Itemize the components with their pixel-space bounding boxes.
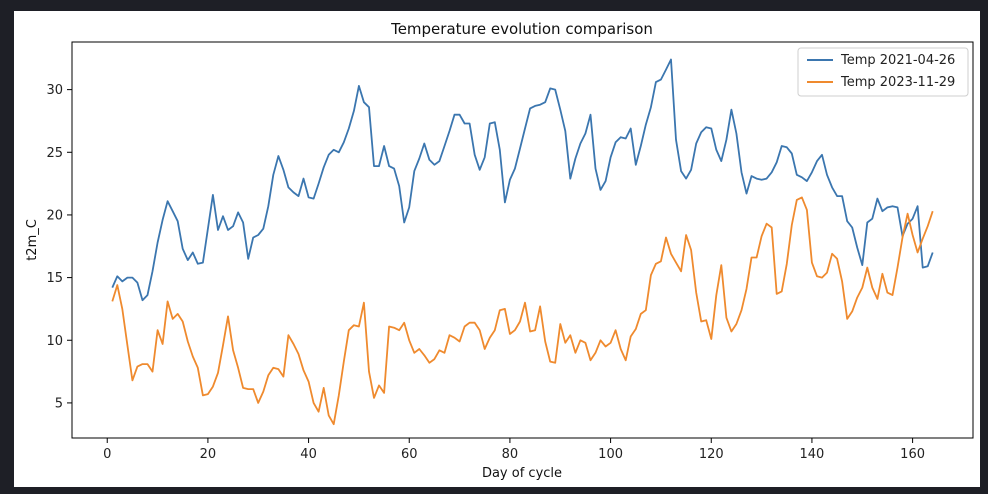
x-tick-label: 80 [502, 447, 519, 462]
x-tick-label: 20 [200, 447, 217, 462]
line-chart: 0 20 40 60 80 100 120 140 160 5 10 15 20 25 30 Tempera… [25, 20, 974, 481]
chart-title: Temperature evolution comparison [390, 20, 653, 38]
y-tick-label: 30 [46, 83, 63, 98]
series-line-2 [111, 196, 934, 426]
chart-figure: 0 20 40 60 80 100 120 140 160 5 10 15 20 25 30 Tempera… [14, 11, 980, 487]
plot-area [71, 41, 974, 439]
y-tick-label: 5 [55, 396, 63, 411]
y-tick-label: 25 [46, 146, 63, 161]
legend: Temp 2021-04-26 Temp 2023-11-29 [797, 47, 969, 97]
y-tick-label: 10 [46, 334, 63, 349]
legend-label-series-2: Temp 2023-11-29 [840, 75, 955, 90]
x-tick-label: 160 [900, 447, 925, 462]
x-tick-label: 0 [103, 447, 111, 462]
x-tick-label: 140 [800, 447, 825, 462]
legend-label-series-1: Temp 2021-04-26 [840, 53, 955, 68]
x-tick-label: 120 [699, 447, 724, 462]
y-axis-label: t2m_C [25, 219, 40, 261]
y-tick-label: 20 [46, 208, 63, 223]
legend-box [797, 47, 969, 97]
series-line-1 [111, 58, 934, 302]
x-tick-label: 100 [598, 447, 623, 462]
y-tick-label: 15 [46, 271, 63, 286]
x-tick-label: 60 [401, 447, 418, 462]
x-axis-label: Day of cycle [482, 466, 562, 481]
x-tick-label: 40 [300, 447, 317, 462]
